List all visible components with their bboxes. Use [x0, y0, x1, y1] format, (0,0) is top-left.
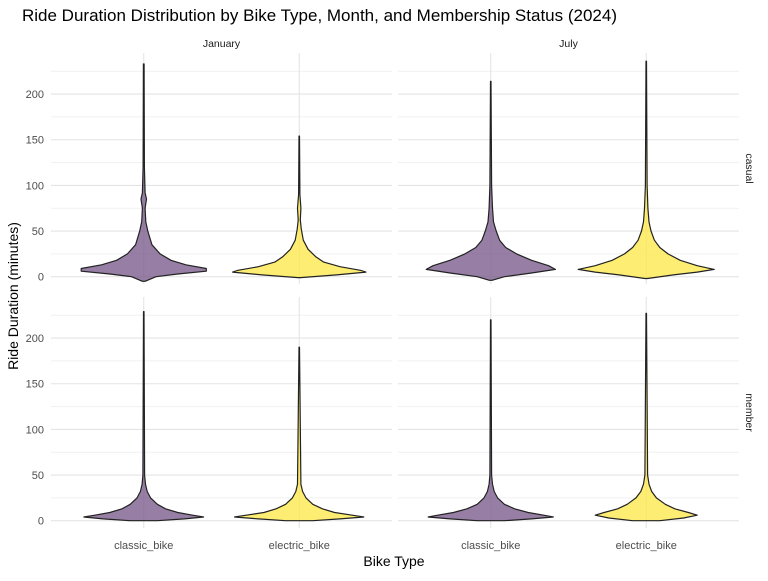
y-tick-label: 100: [26, 180, 44, 192]
violin-classic_bike: [425, 80, 556, 281]
y-tick-label: 50: [32, 470, 44, 482]
y-tick-label: 150: [26, 379, 44, 391]
violin-electric_bike: [234, 346, 365, 522]
y-tick-label: 200: [26, 333, 44, 345]
facet-panel: [398, 53, 739, 284]
x-axis-title: Bike Type: [363, 553, 424, 569]
violin-electric_bike: [594, 312, 698, 522]
y-tick-label: 100: [26, 424, 44, 436]
violin-electric_bike: [577, 60, 715, 280]
facet-column-label: January: [203, 38, 241, 50]
y-tick-label: 150: [26, 135, 44, 147]
facet-column-label: July: [559, 38, 578, 50]
chart-title: Ride Duration Distribution by Bike Type,…: [22, 6, 617, 25]
violin-electric_bike: [232, 135, 367, 279]
y-tick-label: 50: [32, 226, 44, 238]
violin-classic_bike: [427, 319, 554, 522]
facet-panel: [51, 297, 392, 528]
violin-classic_bike: [80, 63, 207, 282]
y-tick-label: 0: [38, 272, 44, 284]
x-tick-label: electric_bike: [616, 540, 677, 552]
x-tick-label: classic_bike: [461, 540, 520, 552]
violin-classic_bike: [83, 311, 205, 522]
y-tick-label: 200: [26, 89, 44, 101]
facet-panel: [51, 53, 392, 284]
facet-row-label: member: [743, 393, 755, 432]
x-tick-label: electric_bike: [269, 540, 330, 552]
facet-panel: [398, 297, 739, 528]
y-axis-title: Ride Duration (minutes): [5, 222, 21, 370]
x-tick-label: classic_bike: [114, 540, 173, 552]
y-tick-label: 0: [38, 516, 44, 528]
facet-row-label: casual: [743, 153, 755, 183]
panels-layer: January July casual member 0 50 100 150 200 0 50 10…: [26, 38, 755, 552]
